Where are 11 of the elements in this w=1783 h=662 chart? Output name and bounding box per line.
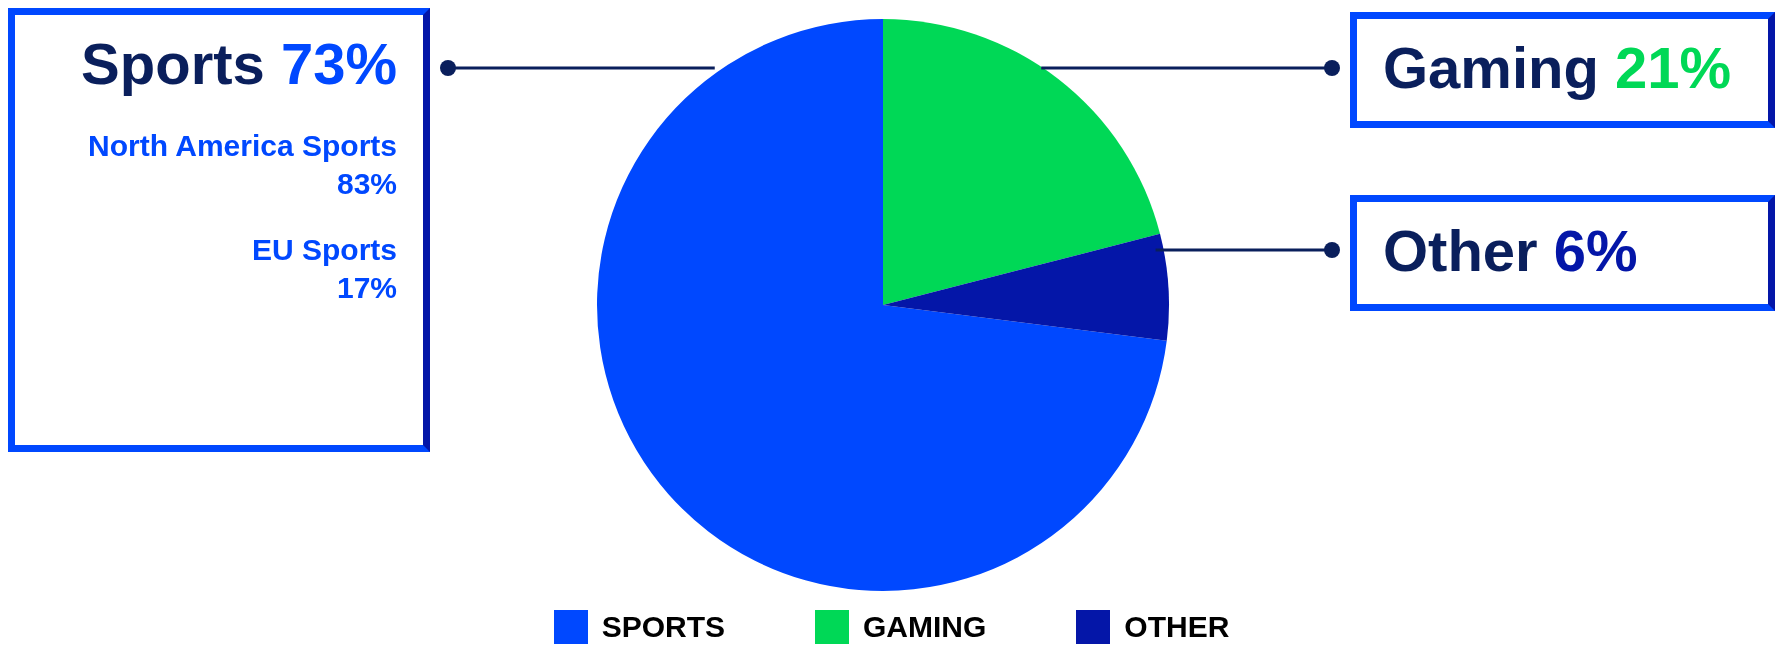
- legend-label: GAMING: [863, 610, 987, 644]
- pie-slice: [597, 19, 1167, 591]
- data-label: Gaming 21%: [1383, 34, 1733, 102]
- text: EU Sports 17%: [250, 232, 397, 306]
- data-label: Sports 73%: [80, 30, 397, 98]
- pie-slice: [883, 233, 1169, 341]
- legend-label: SPORTS: [601, 610, 726, 644]
- legend-label: OTHER: [1124, 610, 1230, 644]
- pie-slice: [883, 19, 1161, 305]
- text: North America Sports 83%: [87, 128, 397, 202]
- data-label: Other 6%: [1383, 217, 1639, 285]
